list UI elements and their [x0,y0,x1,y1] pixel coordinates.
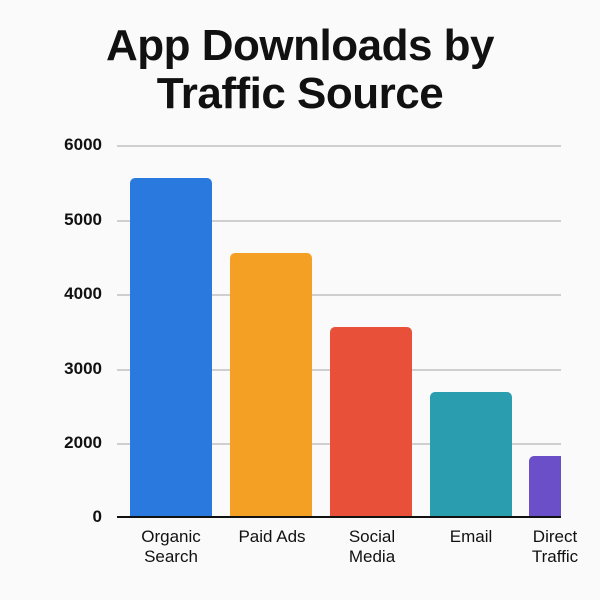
title-line-2: Traffic Source [156,69,444,118]
bar-email [430,392,512,517]
gridline [117,220,561,222]
x-axis-line [117,516,561,518]
y-tick-5000: 5000 [64,210,102,229]
bar-social-media [330,327,412,517]
chart-title: App Downloads by Traffic Source [0,22,600,118]
x-label-email: Email [449,527,493,546]
gridline [117,294,561,296]
title-line-1: App Downloads by [106,21,495,70]
bar-paid-ads [230,253,312,517]
y-tick-4000: 4000 [64,284,102,303]
x-label-direct-traffic: Direct Traffic [531,527,579,566]
x-label-paid-ads: Paid Ads [238,527,306,546]
y-tick-2000: 2000 [64,433,102,452]
y-tick-0: 0 [92,507,102,526]
bar-organic-search [130,178,212,517]
y-tick-6000: 6000 [64,135,102,154]
bar-direct-traffic [529,456,561,517]
x-label-organic-search: Organic Search [141,527,201,566]
gridline [117,145,561,147]
y-tick-3000: 3000 [64,359,102,378]
x-label-social-media: Social Media [348,527,396,566]
